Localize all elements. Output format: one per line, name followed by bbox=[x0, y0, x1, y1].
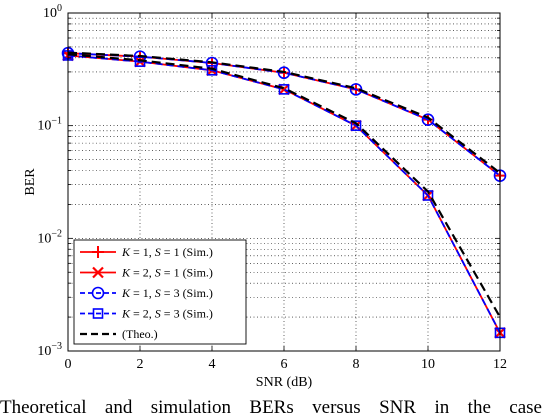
legend-marker bbox=[92, 246, 104, 258]
y-tick-label: 10−3 bbox=[37, 341, 62, 359]
data-point bbox=[206, 65, 218, 76]
x-tick-label: 0 bbox=[65, 357, 72, 372]
y-tick-label: 10−1 bbox=[37, 116, 62, 134]
y-axis-label: BER bbox=[23, 168, 38, 196]
legend-label: K = 1, S = 3 (Sim.) bbox=[121, 286, 213, 300]
tick-labels: 0 2 4 6 8 10 12 100 10−1 10−2 10−3 bbox=[37, 3, 507, 372]
legend-label: K = 1, S = 1 (Sim.) bbox=[121, 245, 213, 259]
ber-chart: 0 2 4 6 8 10 12 100 10−1 10−2 10−3 SNR (dB) BER K … bbox=[23, 3, 507, 390]
legend-label: K = 2, S = 1 (Sim.) bbox=[121, 266, 213, 280]
legend: K = 1, S = 1 (Sim.) K = 2, S = 1 (Sim.) K … bbox=[73, 239, 247, 345]
legend-label: (Theo.) bbox=[122, 327, 158, 341]
data-point bbox=[277, 66, 291, 80]
y-tick-label: 100 bbox=[43, 3, 62, 21]
x-tick-label: 4 bbox=[209, 357, 216, 372]
series-layer bbox=[61, 46, 507, 339]
data-point bbox=[278, 84, 290, 95]
series-line bbox=[67, 54, 501, 334]
data-point bbox=[421, 113, 435, 126]
data-point bbox=[278, 83, 290, 96]
figure-caption: Theoretical and simulation BERs versus S… bbox=[0, 397, 542, 420]
plot-frame bbox=[67, 12, 501, 352]
legend-box bbox=[73, 239, 247, 345]
data-point bbox=[350, 120, 362, 131]
x-tick-label: 10 bbox=[421, 357, 435, 372]
x-axis-label: SNR (dB) bbox=[256, 375, 313, 390]
x-tick-label: 12 bbox=[493, 357, 507, 372]
x-tick-label: 2 bbox=[137, 357, 144, 372]
legend-marker bbox=[92, 266, 104, 279]
y-tick-label: 10−2 bbox=[37, 228, 62, 246]
x-tick-label: 8 bbox=[353, 357, 360, 372]
series-line bbox=[67, 51, 501, 174]
legend-marker bbox=[92, 308, 104, 319]
series-line bbox=[67, 53, 501, 318]
x-tick-label: 6 bbox=[281, 357, 288, 372]
axes bbox=[67, 12, 501, 352]
legend-marker bbox=[91, 286, 105, 300]
caption-text: Theoretical and simulation BERs versus S… bbox=[0, 397, 542, 418]
legend-label: K = 2, S = 3 (Sim.) bbox=[121, 307, 213, 321]
